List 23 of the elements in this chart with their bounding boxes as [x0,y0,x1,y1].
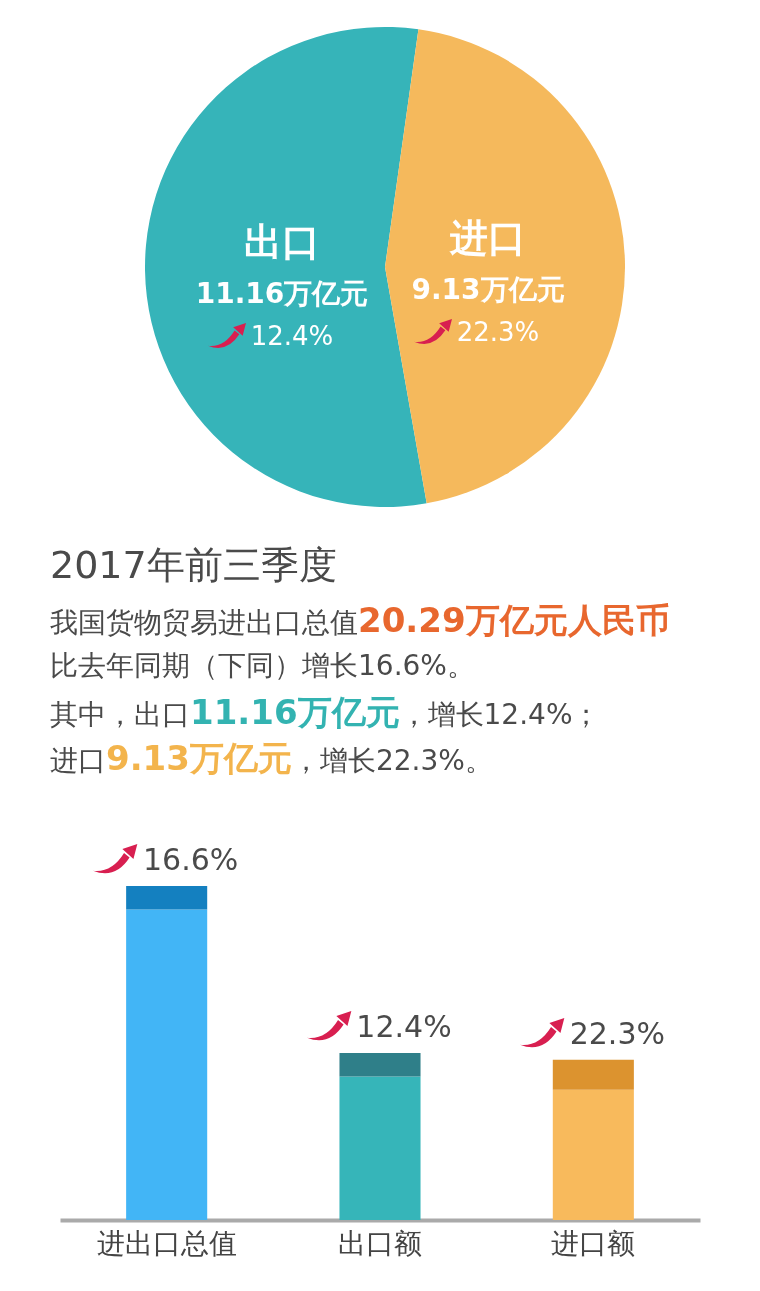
x-tick-label: 进口额 [551,1226,636,1260]
x-tick-label: 出口额 [338,1226,422,1260]
bar [339,1053,421,1077]
annotation: 22.3% [569,1015,665,1051]
data-label: 9.13万亿元 [411,273,565,307]
text: 比去年同期（下同）增长16.6%。 [50,648,476,684]
text: 进口9.13万亿元，增长22.3%。 [50,737,494,780]
x-tick-label: 进出口总值 [96,1226,237,1260]
text: 12.4% [250,320,334,351]
bar [339,1076,421,1220]
text: 16.6% [143,842,239,877]
text: 2017年前三季度 [50,542,338,589]
text: 我国货物贸易进出口总值20.29万亿元人民币 [50,599,670,642]
bar [126,886,208,910]
data-label: 11.16万亿元 [195,276,369,310]
slice-label: 进口 [448,216,526,261]
bar [552,1089,634,1220]
pie-slice [385,29,625,504]
annotation: 12.4% [356,1009,452,1044]
bar [126,909,208,1220]
bar [552,1059,634,1090]
slice-label: 出口 [244,219,321,264]
text: 22.3% [456,317,540,348]
